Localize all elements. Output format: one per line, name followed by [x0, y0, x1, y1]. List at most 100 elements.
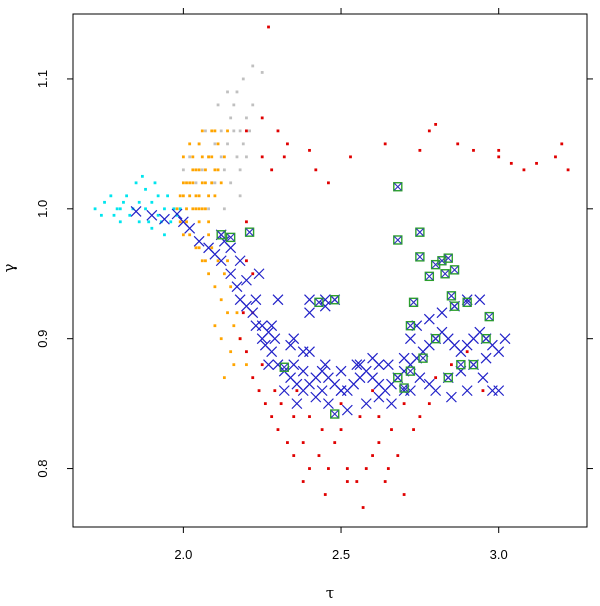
data-point-s4-p62-stroke-b	[288, 359, 300, 371]
data-point-s1-p52	[210, 246, 214, 250]
data-point-s3-p34	[276, 428, 280, 431]
data-point-s4-p74	[461, 385, 473, 397]
data-point-s4-p5	[184, 222, 196, 234]
data-point-s4-p65	[319, 359, 331, 371]
data-point-s2-p9	[156, 213, 160, 217]
data-point-s4-p73-stroke-b	[445, 391, 457, 403]
data-point-s4-p3-stroke-b	[171, 208, 183, 220]
data-point-s1-p22	[210, 129, 214, 133]
data-point-s2-p18	[172, 207, 176, 211]
data-point-s2-p31	[122, 200, 125, 204]
data-point-s2-p17	[166, 194, 170, 198]
data-point-s2-p1	[103, 200, 106, 204]
data-point-s1-p14	[188, 142, 192, 146]
data-point-s0-p31	[245, 155, 248, 159]
data-point-s5-p17-box	[484, 311, 494, 322]
data-point-s5-p13-box	[408, 297, 419, 308]
data-point-s4-p8-stroke-b	[209, 248, 221, 260]
data-point-s4-p61	[266, 320, 278, 332]
data-point-s1-p51	[204, 259, 207, 263]
data-point-s3-p71	[371, 389, 374, 393]
data-point-s1-p47	[213, 285, 217, 289]
data-point-s5-p16-box	[462, 297, 472, 308]
data-point-s4-p22-stroke-b	[291, 378, 303, 390]
data-point-s4-p71	[414, 372, 426, 384]
data-point-s5-p1	[393, 235, 403, 245]
data-point-s4-p54-stroke-b	[493, 346, 505, 358]
data-point-s5-p23-box	[405, 366, 416, 376]
data-point-s1-p41	[200, 207, 204, 211]
data-point-s5-p0	[393, 182, 403, 192]
data-point-s0-p18	[238, 168, 242, 172]
data-point-s5-p28	[330, 409, 340, 419]
ticks-layer: 2.0 2.5 3.0 0.8 0.9 1.0 1.1	[35, 8, 593, 562]
data-point-s4-p81	[291, 398, 303, 410]
data-point-s0-p24	[235, 90, 239, 94]
data-point-s4-p113	[263, 359, 274, 371]
data-point-s3-p38	[308, 467, 311, 470]
data-point-s5-p24	[393, 372, 403, 383]
data-point-s2-p4	[125, 194, 129, 198]
data-point-s2-p27	[147, 220, 151, 224]
data-point-s4-p89	[423, 378, 435, 390]
y-tick-label-3: 1.1	[35, 70, 50, 88]
data-point-s4-p18	[266, 346, 278, 358]
data-point-s5-p3	[216, 230, 226, 240]
data-point-s0-p19	[188, 155, 192, 159]
x-tick-label-2: 3.0	[490, 547, 508, 562]
data-point-s4-p11-stroke-b	[231, 281, 243, 293]
data-point-s3-p12	[383, 142, 387, 146]
data-point-s5-p21-box	[430, 333, 441, 344]
data-point-s1-p18	[213, 194, 217, 198]
data-point-s0-p4	[226, 142, 229, 146]
data-point-s0-p27	[260, 71, 264, 74]
data-point-s5-p9-box	[443, 253, 453, 263]
data-point-s1-p4	[188, 194, 192, 198]
data-point-s3-p58	[323, 493, 327, 496]
data-point-s0-p9	[216, 103, 220, 107]
data-point-s0-p28	[181, 168, 185, 172]
data-point-s1-p23	[200, 129, 204, 133]
data-point-s5-p30	[443, 372, 453, 383]
data-point-s1-p33	[207, 194, 210, 198]
data-point-s4-p17-stroke-b	[259, 339, 271, 351]
data-point-s0-p21	[248, 129, 251, 133]
data-point-s3-p23	[560, 142, 564, 146]
data-point-s1-p12	[213, 168, 217, 172]
data-point-s5-p24-box	[393, 372, 403, 383]
data-point-s4-p113-stroke-b	[263, 359, 274, 371]
data-point-s2-p30	[115, 207, 119, 211]
data-point-s3-p5	[260, 155, 264, 159]
data-point-s4-p96-stroke-b	[335, 385, 347, 397]
data-point-s4-p14	[247, 307, 259, 319]
data-point-s4-p70	[398, 352, 410, 364]
data-point-s5-p6	[415, 252, 425, 262]
data-point-s1-p26	[178, 220, 182, 224]
data-point-s5-p3-stroke-b	[217, 230, 226, 239]
data-point-s4-p11	[231, 281, 243, 293]
data-point-s4-p80-stroke-b	[278, 385, 290, 397]
data-point-s2-p21	[128, 213, 132, 217]
data-point-s1-p65	[232, 363, 236, 367]
data-point-s5-p19	[330, 295, 340, 305]
data-point-s4-p101	[436, 307, 448, 319]
data-point-s4-p0	[130, 205, 142, 217]
data-point-s5-p10	[449, 265, 460, 275]
data-point-s0-p6	[232, 103, 236, 107]
data-point-s5-p9	[443, 253, 453, 263]
data-point-s5-p2-stroke-b	[415, 228, 424, 237]
data-point-s2-p15	[150, 226, 154, 230]
data-point-s3-p63	[377, 415, 381, 419]
data-point-s0-p17	[229, 181, 233, 185]
data-point-s3-p64	[260, 363, 264, 367]
data-point-s5-p16	[462, 297, 472, 308]
data-point-s1-p40	[197, 207, 201, 211]
data-point-s1-p34	[194, 194, 198, 198]
data-point-s4-p55-stroke-b	[499, 333, 511, 345]
data-point-s4-p104-stroke-b	[474, 294, 486, 306]
data-point-s4-p80	[278, 385, 290, 397]
data-point-s1-p13	[181, 155, 185, 159]
data-point-s1-p64	[222, 376, 226, 380]
data-point-s4-p110	[297, 346, 309, 358]
data-point-s3-p15	[434, 122, 438, 126]
